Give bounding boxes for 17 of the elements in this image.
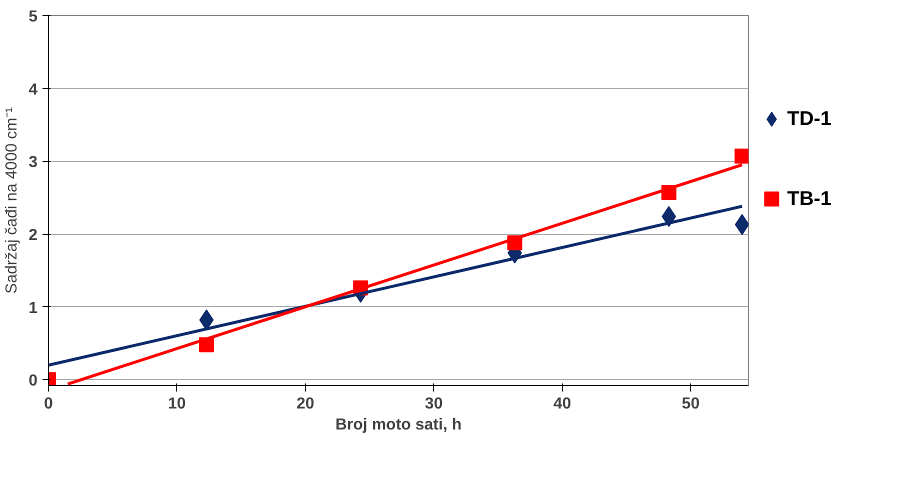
x-tick-label: 40 <box>553 396 572 412</box>
x-tick-label: 10 <box>168 396 186 412</box>
x-tick-label: 20 <box>296 396 314 412</box>
x-tick-label: 50 <box>682 396 700 412</box>
y-tick-label: 3 <box>28 154 38 172</box>
y-axis-title: Sadržaj čađi na 4000 cm⁻¹ <box>4 107 21 294</box>
point <box>734 148 748 164</box>
x-axis-title: Broj moto sati, h <box>335 416 462 434</box>
y-tick-label: 4 <box>28 81 38 98</box>
y-tick-label: 5 <box>28 8 38 26</box>
legend-label: TD-1 <box>787 108 832 130</box>
y-tick-label: 1 <box>28 300 38 317</box>
y-tick-label: 2 <box>28 227 38 244</box>
x-tick-label: 30 <box>424 396 443 412</box>
y-tick-label: 0 <box>28 372 38 390</box>
legend-label: TB-1 <box>787 188 832 210</box>
x-tick-label: 0 <box>44 396 54 412</box>
